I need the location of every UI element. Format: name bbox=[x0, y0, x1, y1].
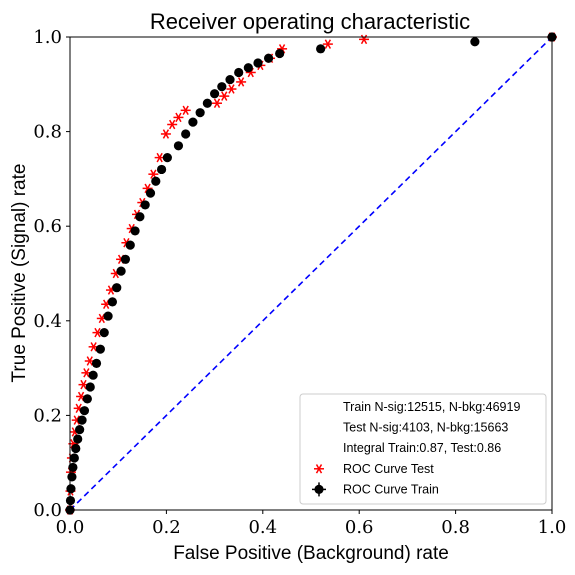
y-tick-label: 0.0 bbox=[33, 500, 62, 521]
roc-test-point bbox=[160, 129, 171, 139]
plot-frame bbox=[69, 36, 553, 511]
roc-train-point bbox=[99, 328, 109, 338]
roc-train-point bbox=[316, 44, 326, 54]
roc-test-point bbox=[167, 119, 178, 130]
legend-marker-train bbox=[312, 482, 326, 497]
roc-train-point bbox=[120, 254, 131, 264]
roc-train-point bbox=[135, 212, 145, 222]
roc-train-point bbox=[243, 63, 253, 73]
x-tick-label: 0.2 bbox=[152, 517, 181, 538]
roc-train-point bbox=[151, 176, 161, 186]
roc-train-point bbox=[275, 48, 285, 59]
roc-train-point bbox=[69, 453, 79, 463]
y-tick-label: 0.6 bbox=[33, 216, 62, 237]
roc-train-point bbox=[91, 358, 102, 368]
y-axis-label: True Positive (Signal) rate bbox=[9, 164, 30, 383]
roc-train-point bbox=[470, 37, 480, 47]
roc-train-point bbox=[130, 226, 140, 236]
legend-note: Integral Train:0.87, Test:0.86 bbox=[343, 441, 501, 455]
roc-test-point bbox=[236, 77, 247, 87]
y-tick-label: 1.0 bbox=[33, 27, 62, 48]
y-tick-label: 0.8 bbox=[33, 122, 62, 143]
x-tick-label: 0.6 bbox=[345, 517, 374, 538]
roc-train-point bbox=[188, 117, 198, 127]
roc-train-point bbox=[67, 472, 77, 482]
roc-train-point bbox=[145, 188, 156, 198]
roc-test-point bbox=[180, 105, 191, 116]
roc-test-point bbox=[359, 34, 370, 45]
legend-note: Test N-sig:4103, N-bkg:15663 bbox=[343, 421, 508, 435]
roc-train-point bbox=[156, 164, 167, 175]
roc-train-point bbox=[125, 240, 135, 250]
roc-train-point bbox=[79, 406, 90, 416]
roc-train-point bbox=[225, 74, 235, 85]
roc-test-point bbox=[322, 39, 333, 49]
roc-train-point bbox=[73, 434, 83, 444]
legend-note: Train N-sig:12515, N-bkg:46919 bbox=[343, 400, 520, 414]
roc-train-point bbox=[75, 424, 85, 435]
roc-train-point bbox=[140, 200, 150, 210]
reference-diagonal-line bbox=[69, 36, 553, 511]
roc-test-point bbox=[219, 91, 230, 101]
roc-train-point bbox=[253, 58, 263, 68]
roc-train-point bbox=[85, 382, 95, 392]
roc-train-point bbox=[217, 82, 227, 92]
roc-test-point bbox=[226, 84, 237, 94]
roc-train-point bbox=[263, 53, 274, 63]
roc-train-point bbox=[195, 108, 205, 118]
x-tick-label: 0.8 bbox=[441, 517, 470, 538]
roc-train-point bbox=[234, 67, 244, 78]
y-tick-label: 0.2 bbox=[33, 405, 62, 426]
roc-train-point bbox=[162, 153, 172, 163]
x-tick-label: 0.4 bbox=[248, 517, 277, 538]
roc-train-point bbox=[77, 415, 87, 425]
roc-test-point bbox=[173, 112, 184, 123]
roc-test-point bbox=[212, 98, 223, 108]
roc-train-point bbox=[210, 89, 220, 99]
legend: Train N-sig:12515, N-bkg:46919 Test N-sig… bbox=[299, 393, 547, 505]
roc-train-point bbox=[66, 484, 76, 494]
series-roc-curve-train bbox=[65, 32, 557, 515]
x-tick-label: 1.0 bbox=[538, 517, 567, 538]
roc-train-point bbox=[107, 297, 118, 307]
roc-train-point bbox=[202, 98, 212, 108]
legend-marker-test bbox=[314, 464, 324, 474]
legend-label-train: ROC Curve Train bbox=[343, 482, 439, 496]
roc-train-point bbox=[71, 443, 81, 454]
x-axis-label: False Positive (Background) rate bbox=[173, 543, 449, 564]
roc-train-point bbox=[103, 311, 113, 321]
roc-train-point bbox=[88, 370, 98, 380]
roc-train-point bbox=[112, 283, 122, 293]
roc-train-point bbox=[173, 141, 184, 151]
roc-train-point bbox=[82, 394, 92, 404]
legend-label-test: ROC Curve Test bbox=[343, 462, 434, 476]
roc-train-point bbox=[116, 266, 126, 276]
chart-title: Receiver operating characteristic bbox=[150, 9, 470, 34]
y-tick-label: 0.4 bbox=[33, 311, 62, 332]
roc-train-point bbox=[181, 129, 191, 139]
roc-train-point bbox=[68, 462, 78, 473]
x-tick-label: 0.0 bbox=[56, 517, 85, 538]
legend-box bbox=[299, 393, 547, 505]
roc-train-point bbox=[95, 344, 105, 354]
